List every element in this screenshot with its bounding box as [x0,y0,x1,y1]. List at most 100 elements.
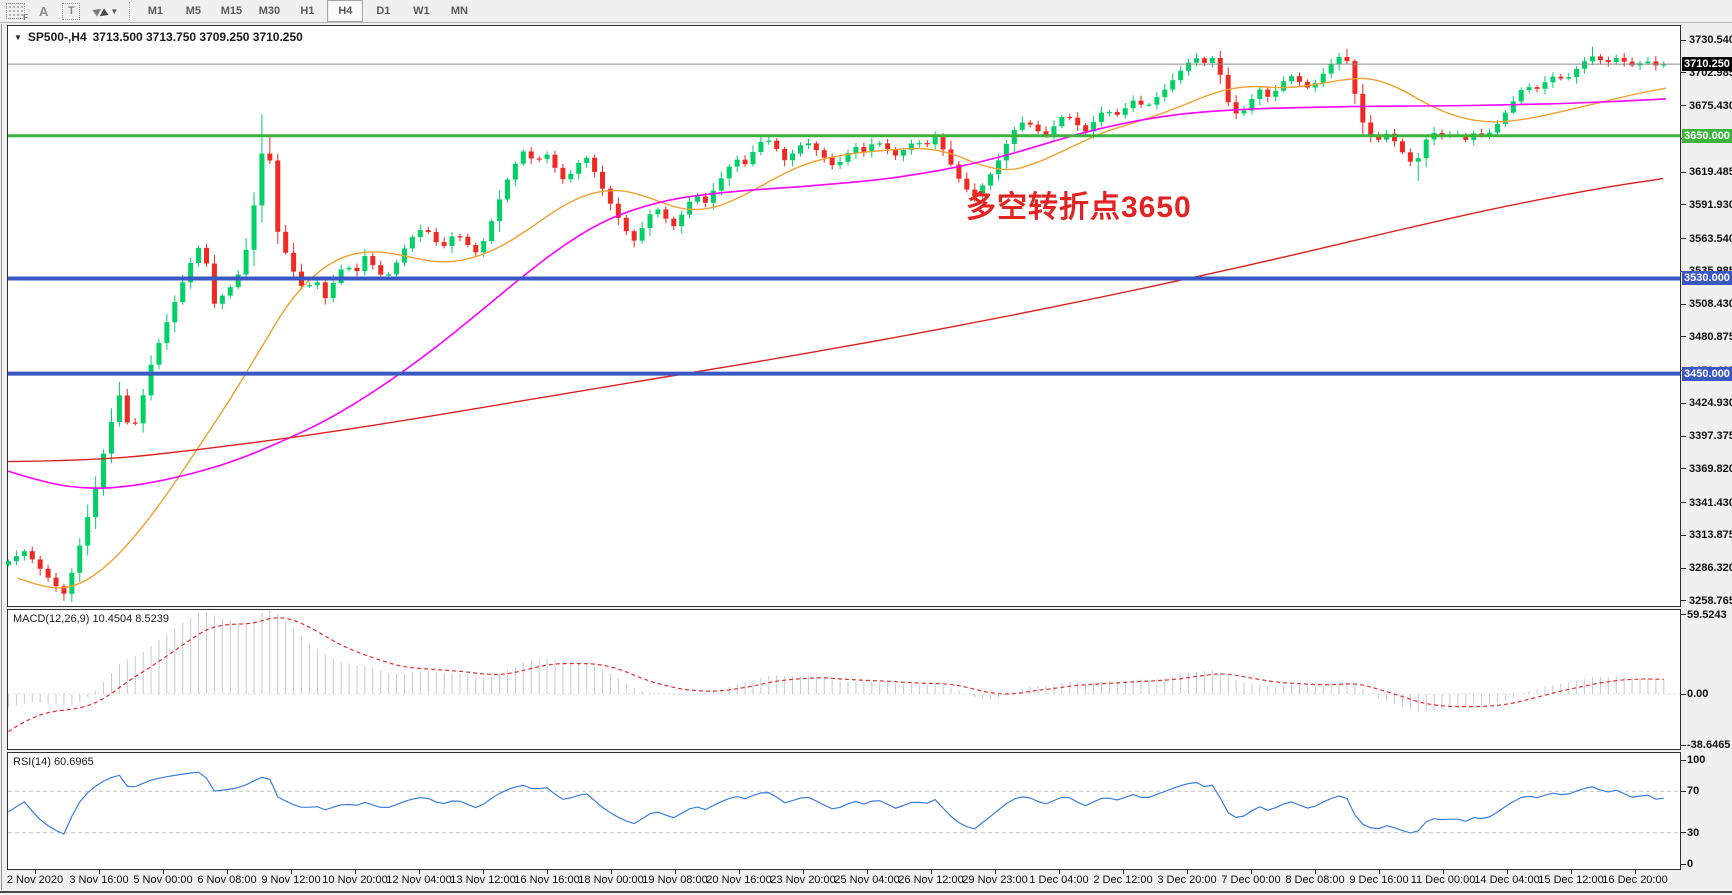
time-axis-tick [1507,870,1508,874]
time-axis-tick [355,870,356,874]
rsi-indicator-panel[interactable] [7,752,1681,870]
price-axis-tick [1681,402,1686,404]
timeframe-button-mn[interactable]: MN [450,5,468,17]
annotation-text[interactable]: 多空转折点3650 [966,191,1192,224]
price-axis-label: 3619.485 [1689,166,1732,179]
timeframe-button-m15[interactable]: M15 [220,5,243,17]
time-axis-tick [1059,870,1060,874]
chevron-down-icon: ▼ [110,6,119,16]
price-axis-label: 3397.375 [1689,430,1732,443]
time-axis-label: 16 Dec 20:00 [1602,874,1668,886]
time-axis-label: 23 Nov 20:00 [770,874,836,886]
time-axis-tick [611,870,612,874]
time-axis-tick [675,870,676,874]
time-axis-label: 9 Nov 12:00 [261,874,321,886]
chart-ohlc-values: 3713.500 3713.750 3709.250 3710.250 [92,30,303,44]
time-axis-label: 25 Nov 04:00 [834,874,900,886]
price-axis-tick [1681,171,1686,173]
time-axis-tick [547,870,548,874]
time-axis-label: 3 Dec 20:00 [1157,874,1217,886]
price-axis-tick [1681,534,1686,536]
current-price-badge[interactable]: 3710.250 [1682,57,1732,72]
price-axis-label: 3424.930 [1689,397,1732,410]
price-axis-label: 3313.875 [1689,529,1732,542]
toolbar: F A T ▼ M1 M5 M15 M30 H1 H4 D1 W1 MN [0,0,1732,22]
timeframe-button-m5[interactable]: M5 [185,5,202,17]
price-axis-label: 3591.930 [1689,198,1732,211]
rsi-axis-tick [1681,832,1686,834]
price-axis-label: 3508.430 [1689,298,1732,311]
shape-arrow2-icon [97,8,109,20]
price-axis-tick [1681,204,1686,206]
timeframe-button-d1[interactable]: D1 [376,5,391,17]
price-axis-tick [1681,435,1686,437]
main-chart-panel[interactable] [7,25,1681,607]
text-box-icon[interactable]: T [62,2,81,20]
time-axis-tick [483,870,484,874]
rsi-axis-tick [1681,863,1686,865]
rsi-axis-label: 30 [1687,826,1700,839]
time-axis-tick [995,870,996,874]
timeframe-button-m30[interactable]: M30 [258,5,281,17]
text-label-icon[interactable]: A [39,3,49,19]
rsi-axis-tick [1681,790,1686,792]
time-axis-label: 3 Nov 16:00 [69,874,129,886]
price-axis-tick [1681,567,1686,569]
time-axis-tick [867,870,868,874]
price-axis-label: 3563.540 [1689,232,1732,245]
time-axis-label: 18 Nov 00:00 [578,874,644,886]
time-axis-label: 9 Dec 16:00 [1349,874,1409,886]
macd-axis-label: 59.5243 [1687,608,1727,621]
timeframe-button-m1[interactable]: M1 [147,5,164,17]
time-axis-label: 13 Nov 12:00 [450,874,516,886]
time-axis-tick [1571,870,1572,874]
indicator-grid-icon[interactable]: F [6,3,28,22]
rsi-axis-tick [1681,759,1686,761]
time-axis-label: 29 Nov 23:00 [962,874,1028,886]
price-axis-label: 3341.430 [1689,496,1732,509]
timeframe-button-w1[interactable]: W1 [413,5,430,17]
window-left-border [1,24,2,890]
time-axis-label: 10 Nov 20:00 [322,874,388,886]
price-axis-label: 3675.430 [1689,99,1732,112]
rsi-label: RSI(14) 60.6965 [13,756,94,768]
macd-axis-label: -38.6465 [1687,739,1731,752]
rsi-axis-label: 100 [1687,754,1706,766]
window-bottom-border [0,891,1732,893]
time-axis-label: 7 Dec 00:00 [1221,874,1281,886]
toolbar-divider [0,22,1732,23]
time-axis-label: 19 Nov 08:00 [642,874,708,886]
time-axis-tick [1315,870,1316,874]
level-price-badge[interactable]: 3450.000 [1682,366,1732,381]
level-price-badge[interactable]: 3650.000 [1682,128,1732,143]
time-axis-tick [35,870,36,874]
price-axis-tick [1681,238,1686,240]
time-axis-tick [1443,870,1444,874]
price-axis-tick [1681,468,1686,470]
timeframe-button-h1[interactable]: H1 [300,5,315,17]
timeframe-button-group: M1 M5 M15 M30 H1 H4 D1 W1 MN [136,0,478,22]
time-axis-tick [1251,870,1252,874]
time-axis-label: 15 Dec 12:00 [1538,874,1604,886]
chart-dropdown-icon[interactable]: ▼ [14,32,22,42]
time-axis-tick [291,870,292,874]
level-price-badge[interactable]: 3530.000 [1682,271,1732,286]
macd-axis-tick [1681,614,1686,616]
macd-axis-label: 0.00 [1687,688,1709,700]
price-axis-tick [1681,270,1686,272]
time-axis-tick [227,870,228,874]
time-axis-label: 26 Nov 12:00 [898,874,964,886]
time-axis-tick [803,870,804,874]
price-axis-tick [1681,72,1686,74]
time-axis-tick [1379,870,1380,874]
time-axis-label: 2 Dec 12:00 [1093,874,1153,886]
macd-indicator-panel[interactable] [7,609,1681,750]
time-axis-tick [1187,870,1188,874]
shapes-icon[interactable]: ▼ [92,2,119,20]
time-axis-tick [163,870,164,874]
macd-label: MACD(12,26,9) 10.4504 8.5239 [13,613,169,625]
timeframe-button-h4[interactable]: H4 [327,0,364,22]
time-axis-tick [739,870,740,874]
chart-symbol-period: SP500-,H4 [27,30,87,44]
